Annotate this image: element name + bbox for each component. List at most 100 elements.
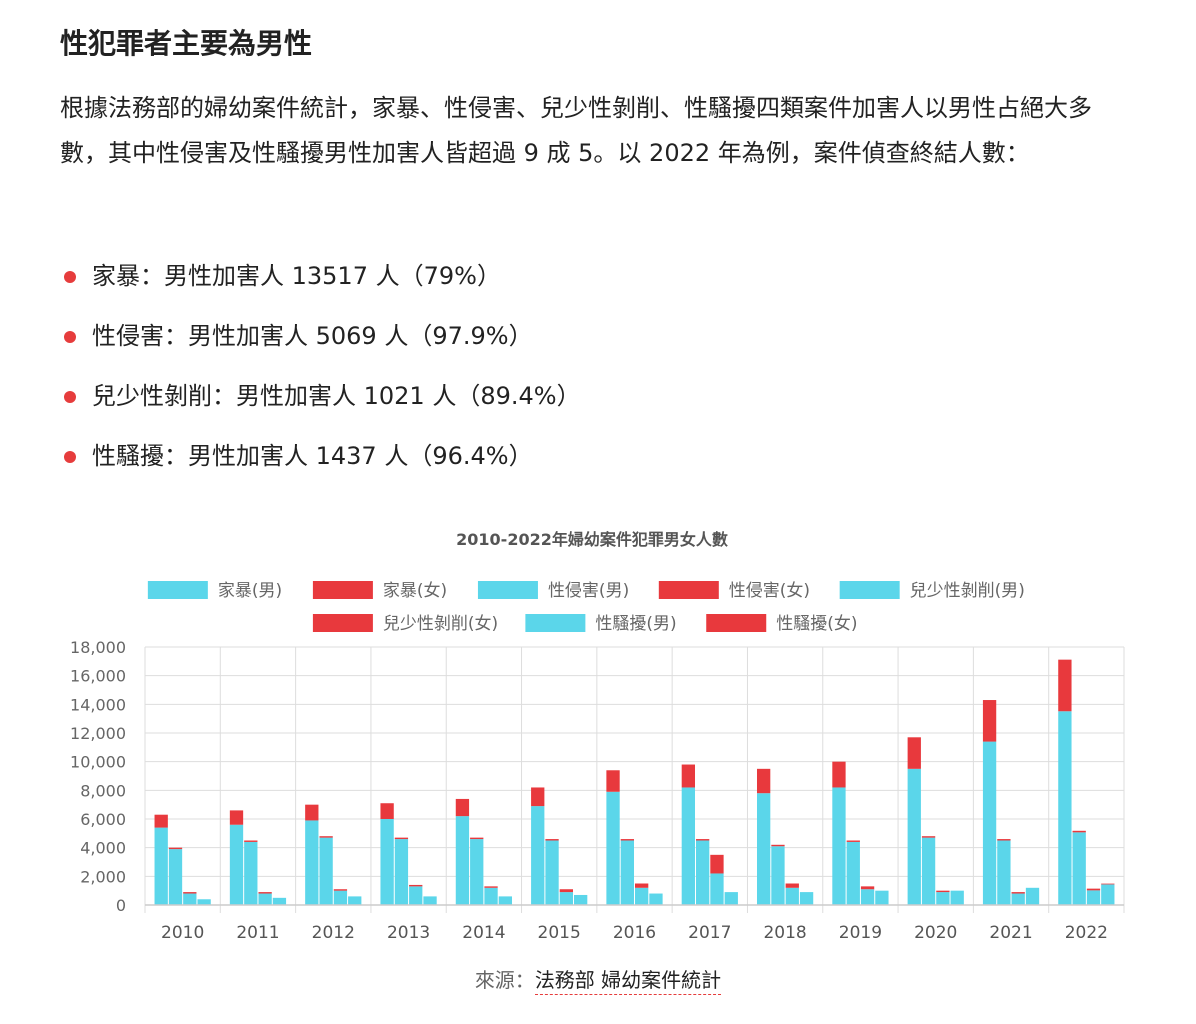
y-tick-label: 8,000 [80, 781, 126, 800]
y-tick-label: 14,000 [70, 695, 126, 714]
y-tick-label: 6,000 [80, 810, 126, 829]
bar-segment [1012, 894, 1025, 905]
bar-segment [423, 896, 436, 905]
bar-segment [560, 892, 573, 905]
legend-label: 性侵害(女) [729, 581, 810, 601]
bar-segment [786, 888, 799, 905]
source-link[interactable]: 法務部 婦幼案件統計 [535, 968, 721, 995]
bar-segment [183, 892, 196, 893]
bar-segment [230, 810, 243, 824]
bar-segment [997, 841, 1010, 906]
bar-segment [499, 896, 512, 905]
bar-segment [1073, 831, 1086, 833]
bar-segment [682, 787, 695, 905]
bar-segment [861, 889, 874, 905]
y-tick-label: 16,000 [70, 667, 126, 686]
source-line: 來源：法務部 婦幼案件統計 [0, 964, 1196, 993]
bullet-text: 家暴：男性加害人 13517 人（79%） [92, 262, 501, 290]
bar-segment [155, 828, 168, 905]
bar-segment [244, 841, 257, 842]
bullet-dot-icon [64, 391, 76, 403]
bar-segment [710, 873, 723, 905]
legend-swatch [706, 614, 766, 632]
y-tick-label: 0 [116, 896, 126, 915]
x-tick-label: 2015 [538, 923, 581, 943]
bar-segment [1058, 711, 1071, 905]
chart-title: 2010-2022年婦幼案件犯罪男女人數 [456, 530, 728, 549]
x-tick-label: 2019 [839, 923, 882, 943]
legend-label: 性侵害(男) [548, 581, 629, 601]
bar-segment [1026, 888, 1039, 905]
bar-segment [1058, 660, 1071, 712]
legend-swatch [659, 581, 719, 599]
bar-segment [484, 888, 497, 905]
y-tick-label: 4,000 [80, 839, 126, 858]
x-tick-label: 2011 [236, 923, 279, 943]
bar-segment [380, 803, 393, 819]
bar-segment [997, 839, 1010, 840]
y-tick-label: 2,000 [80, 867, 126, 886]
x-tick-label: 2014 [462, 923, 505, 943]
bar-segment [305, 805, 318, 821]
x-tick-label: 2021 [989, 923, 1032, 943]
bar-segment [230, 825, 243, 905]
bar-segment [545, 839, 558, 840]
bar-segment [922, 836, 935, 837]
bar-segment [545, 841, 558, 906]
bar-segment [348, 896, 361, 905]
bar-segment [800, 892, 813, 905]
bullet-list: 家暴：男性加害人 13517 人（79%） 性侵害：男性加害人 5069 人（9… [60, 252, 581, 492]
bar-segment [395, 838, 408, 839]
bar-segment [197, 899, 210, 905]
source-label: 來源： [475, 968, 535, 992]
bullet-dot-icon [64, 451, 76, 463]
bar-segment [710, 855, 723, 874]
bar-segment [1012, 892, 1025, 893]
x-tick-label: 2018 [763, 923, 806, 943]
bar-segment [1101, 884, 1114, 905]
bar-segment [1101, 884, 1114, 885]
legend-swatch [525, 614, 585, 632]
legend-swatch [313, 581, 373, 599]
bar-segment [456, 799, 469, 816]
bar-segment [169, 848, 182, 849]
legend-label: 家暴(男) [218, 581, 282, 601]
bar-segment [1087, 889, 1100, 891]
bar-segment [470, 839, 483, 905]
legend-label: 兒少性剝削(男) [910, 581, 1025, 601]
bar-segment [1087, 890, 1100, 905]
legend-label: 家暴(女) [383, 581, 447, 601]
bar-segment [983, 742, 996, 905]
bar-segment [531, 787, 544, 806]
bar-segment [875, 891, 888, 905]
bullet-text: 兒少性剝削：男性加害人 1021 人（89.4%） [92, 382, 581, 410]
x-tick-label: 2020 [914, 923, 957, 943]
bullet-item: 性侵害：男性加害人 5069 人（97.9%） [60, 312, 581, 372]
bar-segment [908, 737, 921, 769]
bar-segment [832, 787, 845, 905]
bar-segment [606, 792, 619, 905]
bar-segment [574, 895, 587, 905]
bar-segment [682, 765, 695, 788]
bar-segment [771, 846, 784, 905]
bar-segment [786, 884, 799, 888]
bar-segment [305, 820, 318, 905]
bar-segment [484, 886, 497, 887]
legend-label: 性騷擾(女) [776, 614, 857, 634]
legend-swatch [840, 581, 900, 599]
bar-segment [258, 894, 271, 905]
y-tick-label: 18,000 [70, 638, 126, 657]
bar-segment [470, 838, 483, 839]
bar-segment [456, 816, 469, 905]
bar-segment [621, 839, 634, 840]
y-tick-label: 10,000 [70, 753, 126, 772]
bar-segment [319, 836, 332, 837]
bar-segment [183, 894, 196, 905]
bullet-dot-icon [64, 331, 76, 343]
bar-segment [696, 841, 709, 906]
bar-segment [155, 815, 168, 828]
bar-segment [649, 894, 662, 905]
y-tick-label: 12,000 [70, 724, 126, 743]
bar-segment [380, 819, 393, 905]
